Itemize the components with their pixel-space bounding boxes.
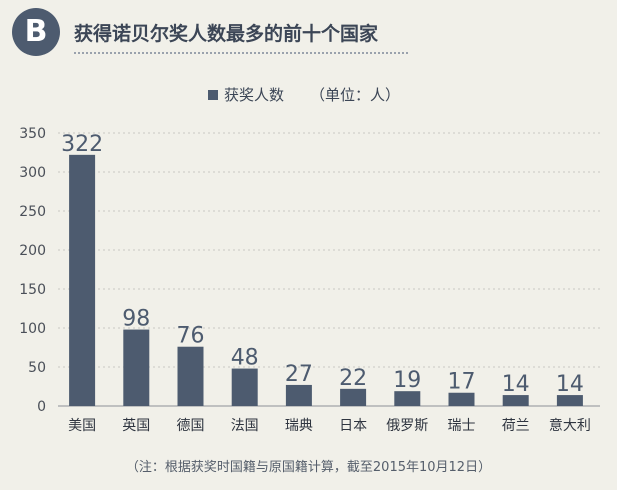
footnote: （注：根据获奖时国籍与原国籍计算，截至2015年10月12日） xyxy=(125,460,492,475)
x-tick-label: 德国 xyxy=(177,418,205,434)
y-tick-label: 300 xyxy=(19,165,46,181)
data-label: 19 xyxy=(393,368,421,393)
legend-swatch xyxy=(208,89,218,100)
data-label: 98 xyxy=(122,307,150,332)
y-tick-label: 150 xyxy=(19,282,46,298)
bar xyxy=(231,368,258,406)
chart-title: 获得诺贝尔奖人数最多的前十个国家 xyxy=(74,23,379,45)
x-tick-label: 俄罗斯 xyxy=(386,418,428,434)
data-label: 22 xyxy=(339,366,367,391)
chart-legend: 获奖人数 （单位：人） xyxy=(208,84,400,104)
bar xyxy=(394,391,421,406)
bar xyxy=(502,395,529,406)
bar xyxy=(69,154,96,406)
data-label: 27 xyxy=(285,362,313,387)
data-label: 76 xyxy=(177,324,205,349)
data-label: 48 xyxy=(231,346,259,371)
data-label: 14 xyxy=(502,372,530,397)
legend-unit-label: （单位：人） xyxy=(310,86,401,104)
y-tick-label: 200 xyxy=(19,243,46,259)
y-axis-ticks: 0 50 100 150 200 250 300 350 xyxy=(19,126,46,415)
y-tick-label: 50 xyxy=(28,360,46,376)
bars xyxy=(69,154,583,406)
section-badge: B xyxy=(12,8,60,56)
x-tick-label: 法国 xyxy=(231,418,259,434)
y-tick-label: 250 xyxy=(19,204,46,220)
y-tick-label: 0 xyxy=(37,399,46,415)
data-label: 17 xyxy=(448,370,476,395)
bar xyxy=(123,329,150,406)
legend-series-label: 获奖人数 xyxy=(224,86,285,104)
x-axis-ticks: 美国 英国 德国 法国 瑞典 日本 俄罗斯 瑞士 荷兰 意大利 xyxy=(68,417,591,434)
bar xyxy=(285,384,312,406)
data-label: 322 xyxy=(61,132,103,157)
x-tick-label: 瑞士 xyxy=(448,418,476,434)
x-tick-label: 瑞典 xyxy=(285,418,313,434)
bar xyxy=(448,392,475,406)
x-tick-label: 日本 xyxy=(339,418,367,434)
x-tick-label: 意大利 xyxy=(549,417,591,434)
x-tick-label: 美国 xyxy=(68,418,96,434)
x-tick-label: 英国 xyxy=(122,417,150,434)
chart-header: B 获得诺贝尔奖人数最多的前十个国家 xyxy=(12,8,602,58)
data-labels: 322 98 76 48 27 22 19 17 14 14 xyxy=(61,132,584,397)
bar xyxy=(556,395,583,406)
y-tick-label: 100 xyxy=(19,321,46,337)
x-tick-label: 荷兰 xyxy=(502,418,530,434)
y-tick-label: 350 xyxy=(19,126,46,142)
bar xyxy=(340,388,367,406)
bar xyxy=(177,346,204,406)
title-divider xyxy=(74,52,408,54)
data-label: 14 xyxy=(556,372,584,397)
